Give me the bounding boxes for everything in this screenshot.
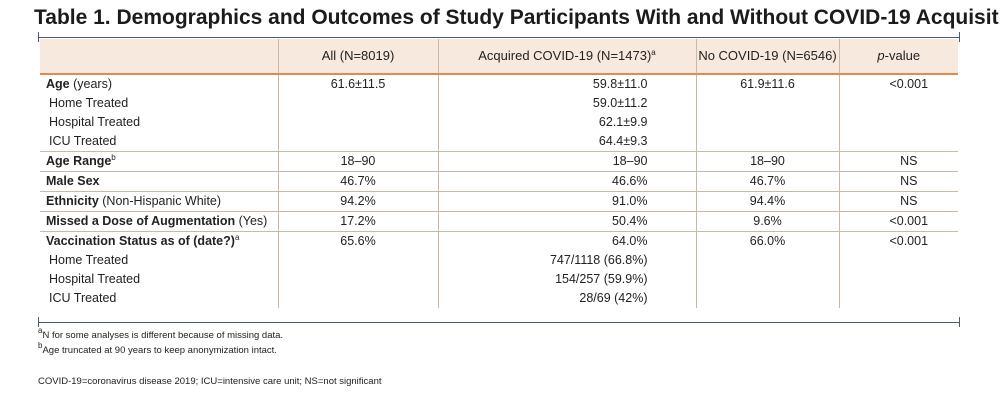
footnote-b: bAge truncated at 90 years to keep anony… bbox=[38, 342, 277, 357]
rule-cap-right bbox=[959, 317, 960, 327]
cell-acquired: 59.0±11.2 bbox=[437, 94, 696, 113]
cell-all: 46.7% bbox=[277, 171, 438, 192]
rule-cap-left bbox=[38, 317, 39, 327]
header-no-covid: No COVID-19 (N=6546) bbox=[695, 39, 839, 74]
row-label-rest: (Yes) bbox=[235, 214, 268, 228]
header-acquired: Acquired COVID-19 (N=1473)a bbox=[437, 39, 696, 74]
cell-no-covid: 9.6% bbox=[695, 211, 839, 232]
row-label: Home Treated bbox=[49, 253, 129, 267]
header-row: All (N=8019) Acquired COVID-19 (N=1473)a… bbox=[40, 39, 958, 74]
row-label-bold: Ethnicity bbox=[46, 194, 99, 208]
table-row-male: Male Sex 46.7% 46.6% 46.7% NS bbox=[40, 171, 958, 192]
row-label: Vaccination Status as of (date?)a bbox=[40, 231, 278, 251]
cell-all: 18–90 bbox=[277, 151, 438, 172]
cell-acquired: 64.4±9.3 bbox=[437, 132, 696, 152]
cell-acquired: 50.4% bbox=[437, 211, 696, 232]
row-label-sup: a bbox=[234, 233, 240, 242]
footnote-b-text: Age truncated at 90 years to keep anonym… bbox=[42, 345, 277, 356]
row-label: ICU Treated bbox=[49, 291, 117, 305]
table-row-age-home: Home Treated 59.0±11.2 bbox=[40, 94, 958, 113]
cell-no-covid: 94.4% bbox=[695, 191, 839, 212]
cell-acquired: 59.8±11.0 bbox=[437, 74, 696, 94]
cell-acquired: 18–90 bbox=[437, 151, 696, 172]
header-pvalue-p: p bbox=[877, 48, 885, 63]
header-all: All (N=8019) bbox=[277, 39, 438, 74]
footnote-a-sup: a bbox=[38, 326, 43, 335]
cell-acquired: 64.0% bbox=[437, 231, 696, 251]
table-row-vaccination: Vaccination Status as of (date?)a 65.6% … bbox=[40, 231, 958, 308]
header-label-cell bbox=[40, 39, 278, 74]
footnote-a-text: N for some analyses is different because… bbox=[42, 330, 284, 341]
table-row-vacc-home: Home Treated 747/1118 (66.8%) bbox=[40, 251, 958, 270]
table-row-age-range: Age Rangeb 18–90 18–90 18–90 NS bbox=[40, 151, 958, 172]
footnote-b-sup: b bbox=[38, 341, 43, 350]
footnote-abbreviations: COVID-19=coronavirus disease 2019; ICU=i… bbox=[38, 376, 382, 387]
cell-pvalue: NS bbox=[838, 151, 958, 172]
row-label-bold: Male Sex bbox=[46, 174, 100, 188]
cell-pvalue: <0.001 bbox=[838, 231, 958, 308]
cell-no-covid: 66.0% bbox=[695, 231, 839, 308]
cell-no-covid: 46.7% bbox=[695, 171, 839, 192]
cell-pvalue: NS bbox=[838, 191, 958, 212]
table-row-age-icu: ICU Treated 64.4±9.3 bbox=[40, 132, 958, 152]
table-row-age-hospital: Hospital Treated 62.1±9.9 bbox=[40, 113, 958, 132]
cell-no-covid: 61.9±11.6 bbox=[695, 74, 839, 152]
row-label: Home Treated bbox=[49, 96, 129, 110]
row-label-rest: (years) bbox=[69, 77, 112, 91]
cell-all: 94.2% bbox=[277, 191, 438, 212]
cell-acquired: 154/257 (59.9%) bbox=[437, 270, 696, 289]
row-label-bold: Age Range bbox=[46, 154, 112, 168]
row-label: Hospital Treated bbox=[49, 272, 141, 286]
top-rule bbox=[38, 32, 960, 42]
row-label: Missed a Dose of Augmentation (Yes) bbox=[40, 211, 278, 232]
row-label: Age (years) bbox=[40, 74, 278, 94]
row-label: Hospital Treated bbox=[49, 115, 141, 129]
row-label-sup: b bbox=[111, 153, 116, 162]
header-pvalue-rest: -value bbox=[884, 48, 921, 63]
row-label: ICU Treated bbox=[49, 134, 117, 148]
row-label-bold: Missed a Dose of Augmentation bbox=[46, 214, 236, 228]
cell-acquired: 91.0% bbox=[437, 191, 696, 212]
table-row-missed-dose: Missed a Dose of Augmentation (Yes) 17.2… bbox=[40, 211, 958, 232]
cell-acquired: 62.1±9.9 bbox=[437, 113, 696, 132]
row-label-rest: (Non-Hispanic White) bbox=[98, 194, 222, 208]
cell-acquired: 747/1118 (66.8%) bbox=[437, 251, 696, 270]
demographics-table: All (N=8019) Acquired COVID-19 (N=1473)a… bbox=[40, 39, 958, 308]
bottom-rule bbox=[38, 317, 960, 327]
row-label: Age Rangeb bbox=[40, 151, 278, 172]
cell-acquired: 28/69 (42%) bbox=[437, 289, 696, 308]
row-label: Ethnicity (Non-Hispanic White) bbox=[40, 191, 278, 212]
cell-no-covid: 18–90 bbox=[695, 151, 839, 172]
row-label: Male Sex bbox=[40, 171, 278, 192]
table-row-ethnicity: Ethnicity (Non-Hispanic White) 94.2% 91.… bbox=[40, 191, 958, 212]
cell-pvalue: <0.001 bbox=[838, 211, 958, 232]
header-pvalue: p-value bbox=[838, 39, 958, 74]
header-acquired-text: Acquired COVID-19 (N=1473) bbox=[478, 48, 652, 63]
footnote-a: aN for some analyses is different becaus… bbox=[38, 327, 284, 342]
table-row-vacc-icu: ICU Treated 28/69 (42%) bbox=[40, 289, 958, 308]
cell-all: 61.6±11.5 bbox=[277, 74, 438, 152]
rule-cap-left bbox=[38, 32, 39, 42]
header-acquired-sup: a bbox=[651, 48, 656, 57]
table-row-vacc-hospital: Hospital Treated 154/257 (59.9%) bbox=[40, 270, 958, 289]
cell-all: 65.6% bbox=[277, 231, 438, 308]
cell-pvalue: <0.001 bbox=[838, 74, 958, 152]
row-label-bold: Age bbox=[46, 77, 70, 91]
rule-cap-right bbox=[959, 32, 960, 42]
row-label-bold: Vaccination Status as of (date?) bbox=[46, 234, 235, 248]
cell-acquired: 46.6% bbox=[437, 171, 696, 192]
cell-all: 17.2% bbox=[277, 211, 438, 232]
cell-pvalue: NS bbox=[838, 171, 958, 192]
table-row-age: Age (years) 61.6±11.5 59.8±11.0 61.9±11.… bbox=[40, 74, 958, 152]
page-title: Table 1. Demographics and Outcomes of St… bbox=[34, 6, 1000, 29]
